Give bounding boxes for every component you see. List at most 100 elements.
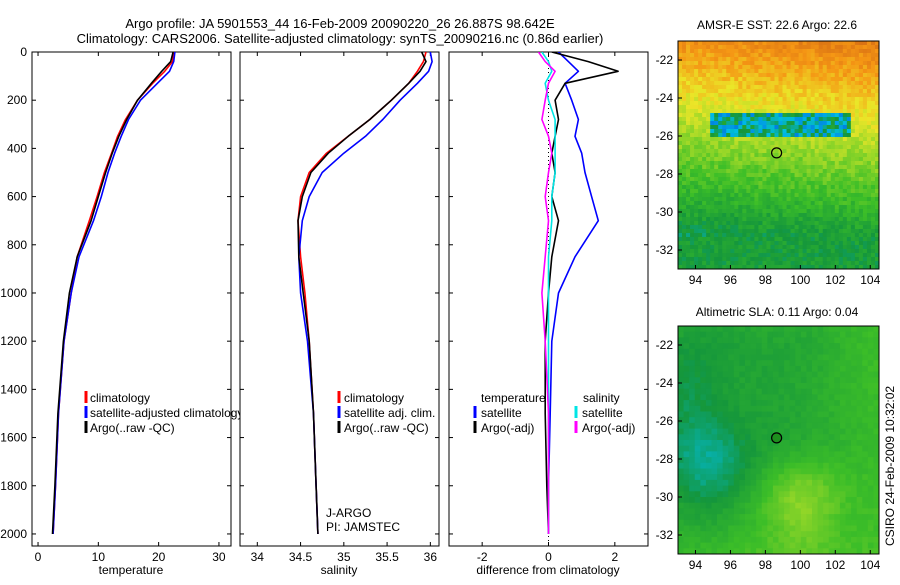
heatmap-cell [826, 241, 832, 246]
heatmap-cell [762, 137, 767, 142]
heatmap-cell [828, 354, 835, 361]
heatmap-cell [854, 261, 860, 266]
heatmap-cell [739, 383, 746, 390]
heatmap-cell [718, 205, 723, 210]
heatmap-cell [758, 137, 763, 142]
heatmap-cell [850, 257, 856, 262]
heatmap-cell [710, 229, 715, 234]
heatmap-cell [717, 343, 724, 350]
heatmap-cell [834, 265, 840, 270]
heatmap-cell [706, 173, 711, 178]
heatmap-cell [746, 197, 751, 202]
heatmap-cell [714, 189, 719, 194]
heatmap-cell [789, 445, 796, 452]
heatmap-cell [790, 245, 795, 250]
heatmap-cell [718, 141, 723, 146]
heatmap-cell [686, 233, 691, 238]
heatmap-cell [826, 45, 832, 50]
heatmap-cell [717, 326, 724, 333]
heatmap-cell [686, 253, 691, 258]
heatmap-cell [694, 497, 701, 504]
heatmap-cell [711, 383, 718, 390]
heatmap-cell [795, 428, 802, 435]
heatmap-cell [810, 157, 816, 162]
heatmap-cell [822, 89, 828, 94]
heatmap-cell [706, 121, 711, 126]
heatmap-cell [794, 137, 799, 142]
heatmap-cell [745, 383, 751, 390]
heatmap-cell [795, 405, 802, 412]
heatmap-cell [717, 411, 724, 418]
heatmap-cell [822, 61, 828, 66]
heatmap-cell [834, 77, 840, 82]
heatmap-cell [726, 177, 731, 182]
heatmap-cell [786, 73, 791, 78]
heatmap-cell [830, 121, 836, 126]
heatmap-cell [678, 451, 684, 458]
heatmap-cell [874, 117, 880, 122]
heatmap-cell [866, 257, 872, 262]
heatmap-cell [798, 129, 804, 134]
heatmap-cell [742, 229, 747, 234]
heatmap-cell [739, 371, 746, 378]
heatmap-cell [846, 161, 852, 166]
heatmap-cell [854, 201, 860, 206]
heatmap-cell [722, 137, 727, 142]
heatmap-cell [839, 536, 846, 543]
heatmap-cell [694, 388, 701, 395]
heatmap-cell [700, 348, 707, 355]
heatmap-cell [789, 428, 796, 435]
heatmap-cell [726, 173, 731, 178]
heatmap-cell [854, 241, 860, 246]
heatmap-cell [850, 65, 856, 70]
heatmap-cell [834, 485, 841, 492]
heatmap-cell [678, 485, 684, 492]
heatmap-cell [862, 440, 869, 447]
heatmap-cell [828, 365, 835, 372]
heatmap-cell [866, 249, 872, 254]
heatmap-cell [698, 261, 703, 266]
heatmap-cell [705, 519, 712, 526]
heatmap-cell [817, 400, 824, 407]
heatmap-cell [850, 85, 856, 90]
heatmap-cell [694, 237, 699, 242]
heatmap-cell [746, 253, 751, 258]
heatmap-cell [778, 81, 783, 86]
heatmap-cell [823, 536, 830, 543]
heatmap-cell [758, 133, 763, 138]
heatmap-cell [754, 85, 759, 90]
heatmap-cell [698, 225, 703, 230]
heatmap-cell [834, 542, 841, 549]
heatmap-cell [862, 485, 869, 492]
heatmap-cell [806, 245, 812, 250]
heatmap-cell [754, 57, 759, 62]
heatmap-cell [686, 97, 691, 102]
heatmap-cell [734, 145, 739, 150]
heatmap-cell [683, 326, 690, 333]
heatmap-cell [718, 261, 723, 266]
heatmap-cell [800, 519, 807, 526]
heatmap-cell [818, 177, 824, 182]
heatmap-cell [690, 189, 695, 194]
heatmap-cell [738, 241, 743, 246]
heatmap-cell [802, 145, 808, 150]
heatmap-cell [790, 81, 795, 86]
heatmap-cell [774, 69, 779, 74]
heatmap-cell [778, 141, 783, 146]
heatmap-cell [858, 117, 864, 122]
heatmap-cell [862, 434, 869, 441]
heatmap-cell [761, 371, 768, 378]
heatmap-cell [742, 105, 747, 110]
heatmap-cell [733, 440, 740, 447]
heatmap-cell [772, 365, 779, 372]
heatmap-cell [873, 365, 880, 372]
heatmap-cell [774, 209, 779, 214]
heatmap-cell [694, 531, 701, 538]
heatmap-cell [730, 177, 735, 182]
x-tick-label: 96 [724, 558, 738, 572]
heatmap-cell [770, 221, 775, 226]
heatmap-cell [790, 145, 795, 150]
heatmap-cell [858, 221, 864, 226]
heatmap-cell [722, 49, 727, 54]
heatmap-cell [702, 217, 707, 222]
